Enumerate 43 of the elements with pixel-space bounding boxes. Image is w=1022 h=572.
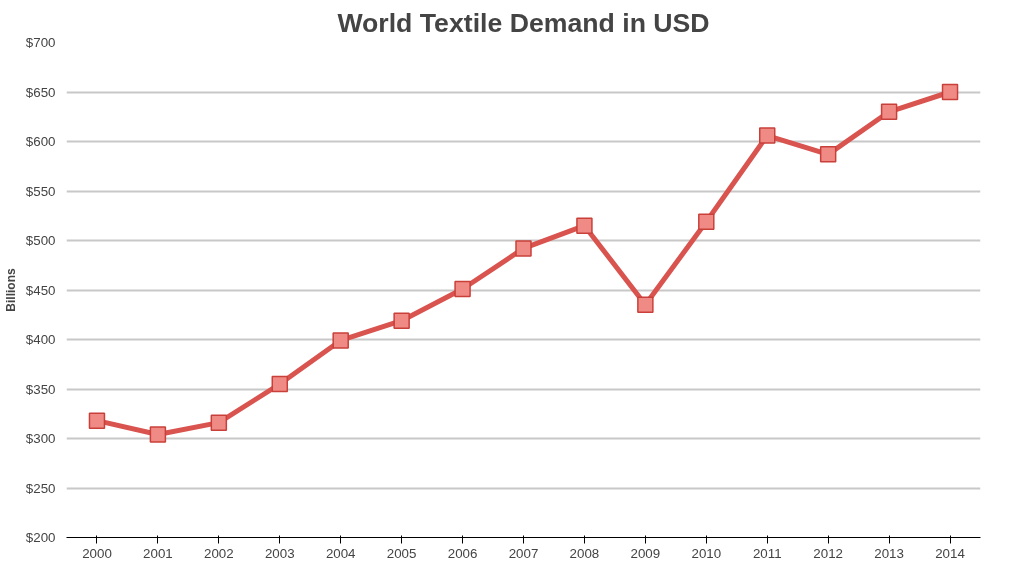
point	[941, 83, 959, 101]
x-tick-label: 2011	[752, 545, 782, 561]
point	[637, 296, 654, 314]
y-tick-label: $200	[25, 530, 56, 545]
point	[576, 217, 593, 234]
point	[210, 414, 228, 431]
y-tick-label: $250	[25, 480, 56, 496]
point	[454, 280, 471, 298]
x-tick-label: 2001	[143, 545, 173, 561]
y-tick-label: $600	[25, 134, 56, 149]
point	[758, 127, 776, 144]
x-tick-label: 2004	[325, 545, 357, 561]
chart-title: World Textile Demand in USD	[337, 7, 710, 38]
point	[393, 312, 410, 329]
point	[88, 412, 106, 429]
y-tick-label: $450	[25, 282, 56, 298]
point	[332, 332, 349, 349]
x-tick-label: 2014	[935, 545, 966, 561]
y-tick-label: $350	[25, 381, 56, 397]
x-tick-label: 2012	[813, 545, 843, 561]
y-tick-label: $700	[25, 35, 56, 50]
x-tick-label: 2006	[447, 545, 478, 561]
x-tick-label: 2013	[874, 545, 904, 561]
x-tick-label: 2007	[508, 545, 539, 561]
y-tick-label: $400	[25, 332, 56, 347]
point	[515, 240, 532, 257]
point	[698, 213, 715, 230]
y-tick-label: $550	[25, 183, 56, 199]
x-tick-label: 2008	[569, 545, 600, 561]
y-tick-label: $500	[25, 233, 56, 248]
x-tick-label: 2010	[691, 545, 722, 561]
x-tick-label: 2003	[264, 545, 295, 561]
y-tick-label: $650	[25, 84, 56, 100]
y-axis-title: Billions	[3, 268, 18, 312]
y-tick-label: $300	[25, 431, 56, 446]
point	[819, 146, 837, 163]
point	[880, 103, 898, 121]
x-tick-label: 2005	[386, 545, 417, 561]
x-tick-label: 2000	[82, 545, 112, 561]
point	[271, 375, 289, 393]
x-tick-label: 2009	[630, 545, 661, 561]
x-tick-label: 2002	[204, 545, 234, 561]
point	[149, 426, 167, 443]
